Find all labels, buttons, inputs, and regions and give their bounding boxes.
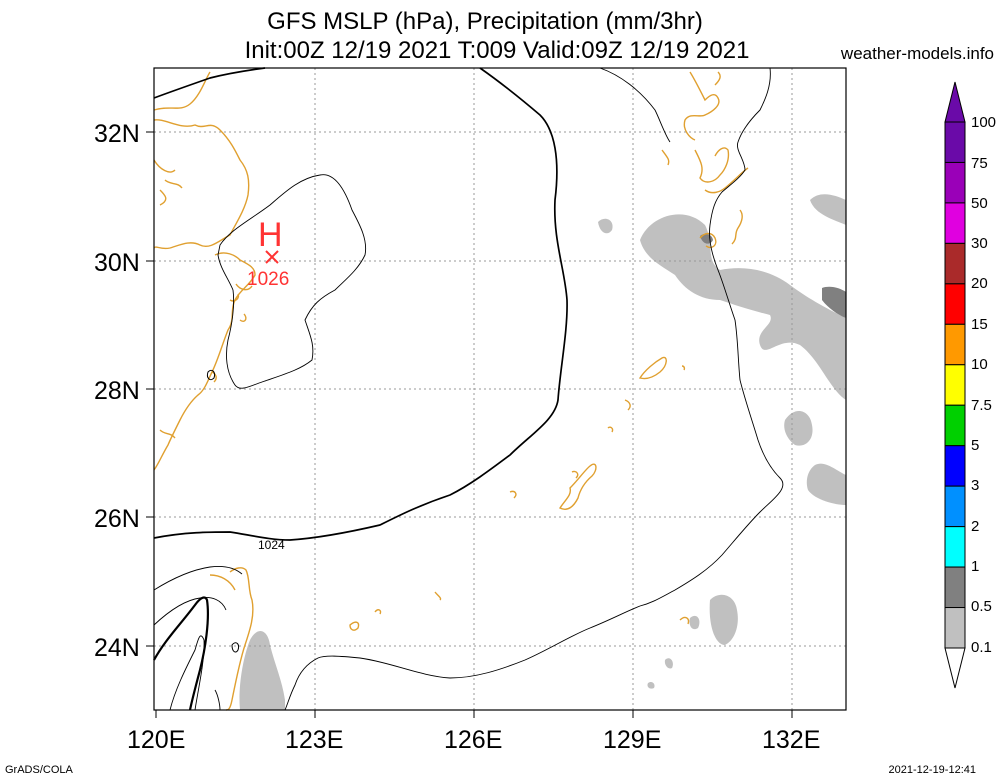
coastline-taiwan <box>209 567 254 711</box>
colorbar-swatch <box>944 121 966 163</box>
colorbar-top-arrow <box>944 81 966 123</box>
lat-label: 30N <box>94 249 140 277</box>
lat-label: 28N <box>94 377 140 405</box>
colorbar-label: 3 <box>971 477 979 494</box>
colorbar-label: 75 <box>971 155 988 172</box>
lon-label: 132E <box>762 726 820 754</box>
colorbar-label: 0.1 <box>971 639 992 656</box>
precip-area <box>647 681 655 689</box>
axis-ticks <box>146 131 793 718</box>
precip-area <box>709 594 738 645</box>
high-pressure-value: 1026 <box>247 269 289 290</box>
lat-label: 32N <box>94 120 140 148</box>
colorbar-label: 0.5 <box>971 598 992 615</box>
isobar-1026 <box>217 174 367 389</box>
high-center-x-icon <box>265 250 279 264</box>
precip-shading <box>239 194 846 710</box>
site-credit: weather-models.info <box>840 44 994 63</box>
colorbar-label: 20 <box>971 275 988 292</box>
colorbar-swatch <box>944 202 966 244</box>
isobar-label: 1024 <box>258 538 285 552</box>
colorbar-label: 30 <box>971 235 988 252</box>
precip-area <box>689 615 700 630</box>
lat-lon-grid <box>154 68 846 710</box>
lat-label: 24N <box>94 634 140 662</box>
colorbar-swatch <box>944 364 966 406</box>
lat-label: 26N <box>94 505 140 533</box>
precip-area <box>822 286 846 318</box>
isobar-1022 <box>284 67 784 711</box>
isobar-small <box>207 369 239 653</box>
colorbar-swatch <box>944 161 966 204</box>
colorbar-swatch <box>944 526 966 568</box>
colorbar-label: 1 <box>971 558 979 575</box>
isobar-1020 <box>153 565 243 626</box>
chart-subtitle: Init:00Z 12/19 2021 T:009 Valid:09Z 12/1… <box>244 37 750 64</box>
colorbar-swatch <box>944 283 966 325</box>
colorbar-swatch <box>944 485 966 528</box>
colorbar-label: 2 <box>971 518 979 535</box>
coastline-japan <box>661 71 749 249</box>
lon-label: 120E <box>127 726 185 754</box>
isobar-1018 <box>153 596 210 711</box>
colorbar-label: 7.5 <box>971 397 992 414</box>
high-pressure-center: H 1026 <box>247 216 289 290</box>
colorbar-swatch <box>944 323 966 366</box>
coastline-islands <box>211 283 690 631</box>
colorbar-swatch <box>944 404 966 447</box>
colorbar-label: 5 <box>971 437 979 454</box>
colorbar-bottom-arrow <box>944 647 966 689</box>
isobar-1016 <box>169 635 221 711</box>
coastline-china <box>153 71 256 471</box>
coastlines <box>153 71 749 711</box>
colorbar-swatch <box>944 242 966 285</box>
software-credit: GrADS/COLA <box>5 764 73 776</box>
precip-area <box>598 218 613 234</box>
colorbar-swatch <box>944 566 966 609</box>
precip-area <box>784 410 813 446</box>
colorbar-label: 50 <box>971 195 988 212</box>
high-symbol: H <box>258 216 283 254</box>
precip-area <box>640 214 846 400</box>
colorbar-label: 10 <box>971 356 988 373</box>
precip-area <box>810 194 846 225</box>
lon-label: 123E <box>285 726 343 754</box>
isobars <box>153 67 784 711</box>
colorbar-swatch <box>944 445 966 487</box>
lon-label: 129E <box>603 726 661 754</box>
lon-label: 126E <box>444 726 502 754</box>
coastline-ryukyu <box>509 356 686 510</box>
colorbar-label: 100 <box>971 114 996 131</box>
colorbar-label: 15 <box>971 316 988 333</box>
precip-area <box>806 463 846 505</box>
precip-area <box>664 658 673 669</box>
isobar-1024 <box>153 67 568 541</box>
colorbar: 100 75 50 30 20 15 10 7.5 5 3 2 1 0.5 0.… <box>944 81 996 689</box>
colorbar-swatch <box>944 607 966 649</box>
chart-title: GFS MSLP (hPa), Precipitation (mm/3hr) <box>267 8 703 35</box>
render-timestamp: 2021-12-19-12:41 <box>888 764 976 776</box>
precip-area <box>239 630 285 710</box>
